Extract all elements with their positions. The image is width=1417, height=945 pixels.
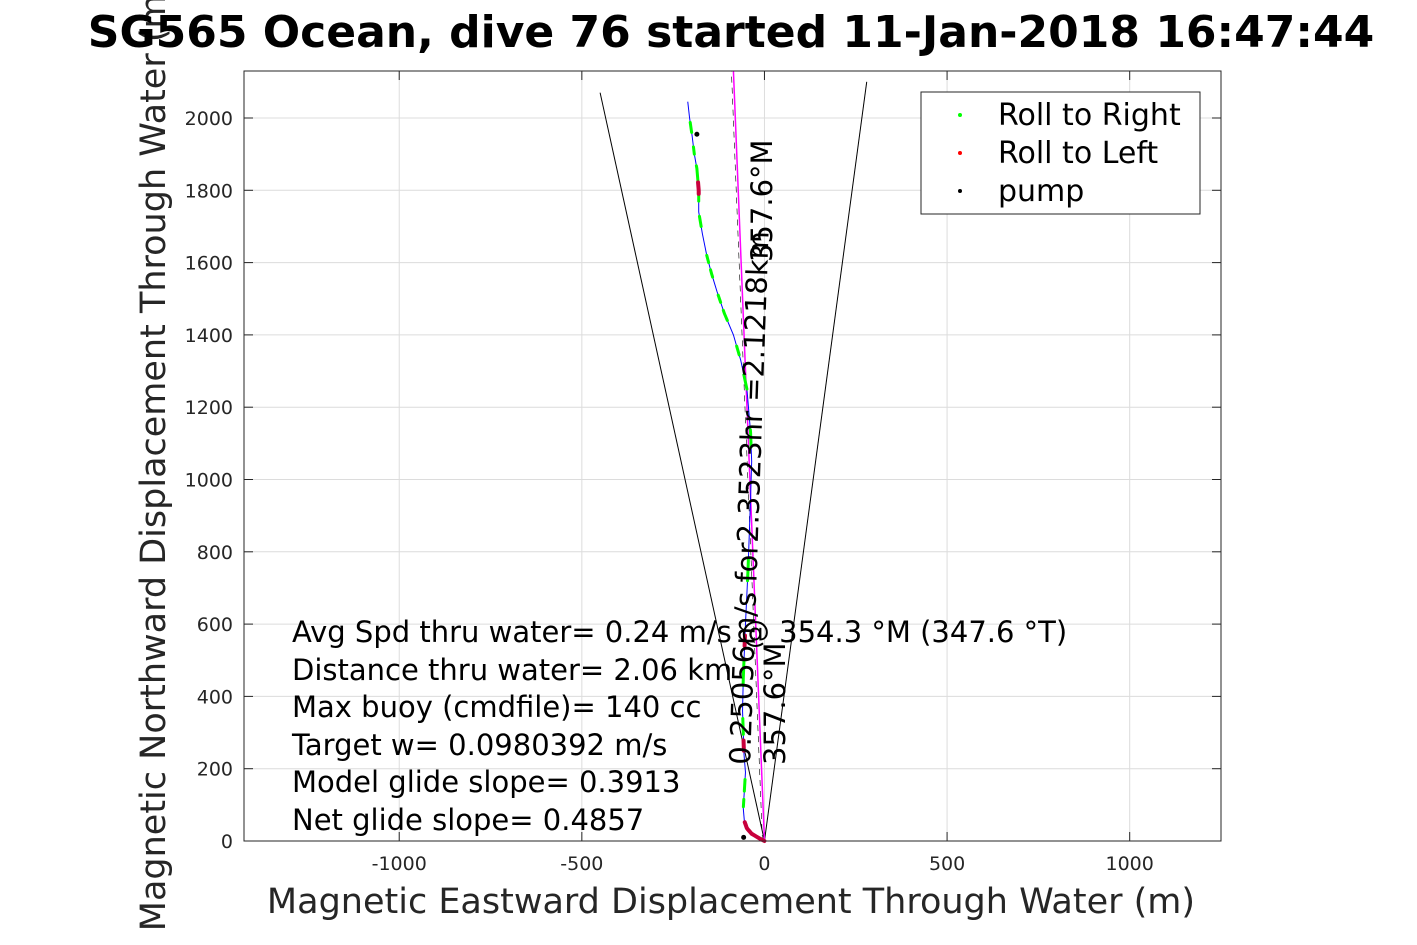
y-tick-label: 600 bbox=[197, 614, 233, 636]
y-tick-labels: 0 200 400 600 800 1000 1200 1400 1600 1800 2000 bbox=[185, 108, 233, 853]
heading-annotation-bottom: 357.6°M bbox=[758, 642, 792, 765]
legend-label-pump: pump bbox=[998, 174, 1084, 209]
x-tick-label: 500 bbox=[929, 853, 965, 875]
roll-right-segment bbox=[721, 308, 729, 322]
y-tick-label: 1600 bbox=[185, 253, 233, 275]
x-tick-label: 0 bbox=[758, 853, 770, 875]
heading-annotation-top: 357.6°M bbox=[745, 139, 779, 262]
pump-point bbox=[741, 834, 747, 840]
y-tick-label: 2000 bbox=[185, 108, 233, 130]
legend-marker-roll-right bbox=[958, 113, 962, 117]
roll-right-segment bbox=[697, 214, 703, 228]
x-tick-labels: -1000 -500 0 500 1000 bbox=[372, 853, 1154, 875]
x-axis-label: Magnetic Eastward Displacement Through W… bbox=[267, 882, 1195, 922]
cone-line-right bbox=[763, 81, 868, 842]
stat-model-glide-slope: Model glide slope= 0.3913 bbox=[292, 765, 680, 799]
plot-frame bbox=[243, 70, 1222, 842]
roll-right-segment bbox=[694, 164, 700, 185]
y-tick-label: 400 bbox=[197, 686, 233, 708]
direct-heading-line bbox=[732, 70, 766, 842]
cone-line-left bbox=[599, 92, 765, 842]
stat-avg-speed: Avg Spd thru water= 0.24 m/s @ 354.3 °M … bbox=[292, 615, 1067, 649]
stat-distance: Distance thru water= 2.06 km bbox=[292, 653, 732, 687]
roll-right-segment bbox=[716, 293, 723, 304]
stat-net-glide-slope: Net glide slope= 0.4857 bbox=[292, 803, 644, 837]
legend-marker-roll-left bbox=[958, 151, 962, 155]
y-tick-label: 1800 bbox=[185, 180, 233, 202]
cone-lines bbox=[599, 81, 868, 842]
x-tick-label: -1000 bbox=[372, 853, 427, 875]
roll-right-segment bbox=[746, 557, 750, 583]
roll-right-segment bbox=[742, 373, 749, 391]
y-tick-label: 1200 bbox=[185, 397, 233, 419]
legend-label-roll-left: Roll to Left bbox=[998, 136, 1158, 171]
roll-right-segment bbox=[705, 253, 711, 265]
roll-left-segment bbox=[742, 820, 767, 843]
y-axis-label: Magnetic Northward Displacement Through … bbox=[134, 0, 174, 931]
x-tick-label: 1000 bbox=[1106, 853, 1154, 875]
roll-right-segment bbox=[688, 120, 694, 134]
pump-point bbox=[694, 131, 700, 137]
roll-right-segment bbox=[691, 145, 696, 156]
legend-label-roll-right: Roll to Right bbox=[998, 98, 1181, 133]
tick-marks bbox=[244, 71, 1221, 842]
x-tick-label: -500 bbox=[560, 853, 603, 875]
chart-title: SG565 Ocean, dive 76 started 11-Jan-2018… bbox=[88, 7, 1374, 58]
roll-right-segment bbox=[735, 344, 741, 357]
y-tick-label: 1000 bbox=[185, 469, 233, 491]
roll-right-segment bbox=[709, 268, 715, 279]
stats-block: Avg Spd thru water= 0.24 m/s @ 354.3 °M … bbox=[291, 615, 1067, 837]
roll-right-segment bbox=[742, 778, 747, 793]
y-tick-label: 0 bbox=[221, 831, 233, 853]
stat-target-w: Target w= 0.0980392 m/s bbox=[291, 728, 667, 762]
y-tick-label: 200 bbox=[197, 759, 233, 781]
direct-heading-dashed bbox=[731, 70, 763, 842]
roll-right-segment bbox=[741, 659, 746, 688]
y-tick-label: 800 bbox=[197, 542, 233, 564]
stat-max-buoy: Max buoy (cmdfile)= 140 cc bbox=[292, 690, 701, 724]
roll-left-segment bbox=[696, 180, 701, 196]
y-tick-label: 1400 bbox=[185, 325, 233, 347]
roll-right-segment bbox=[748, 428, 753, 449]
roll-right-segment bbox=[741, 716, 745, 736]
legend-marker-pump bbox=[958, 189, 962, 193]
legend: Roll to Right Roll to Left pump bbox=[920, 91, 1201, 215]
series-layer bbox=[687, 70, 767, 843]
legend-box bbox=[920, 91, 1201, 215]
